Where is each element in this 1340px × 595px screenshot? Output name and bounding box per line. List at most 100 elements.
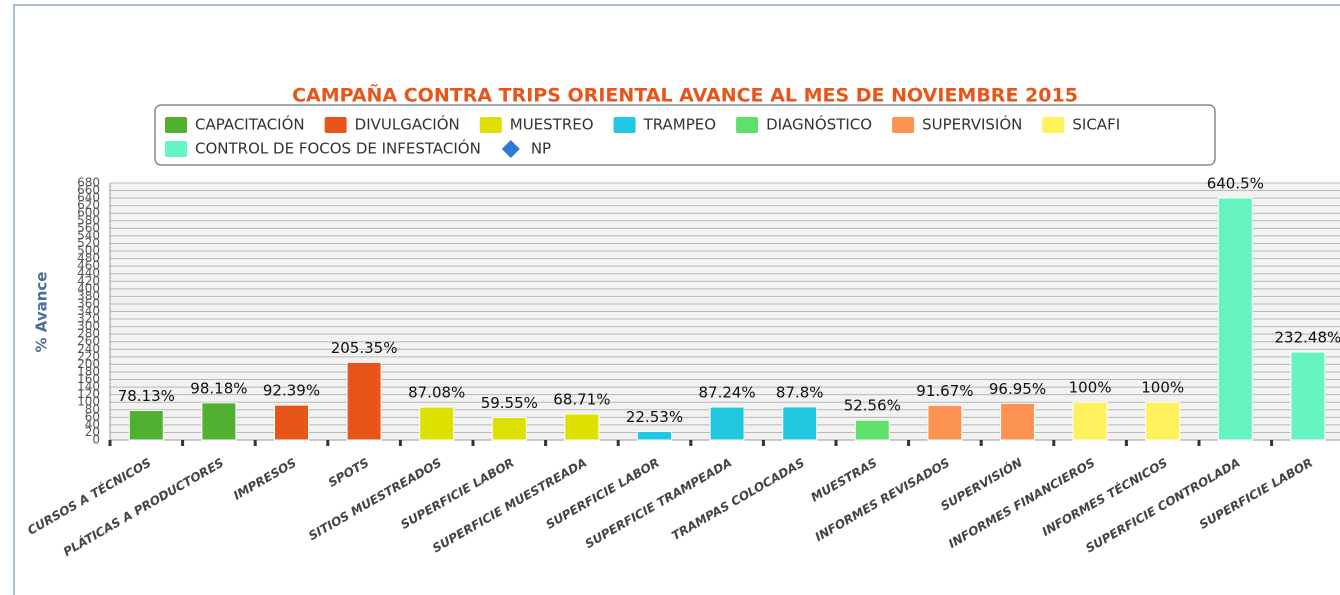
legend-label: TRAMPEO (643, 116, 717, 134)
legend-label: DIVULGACIÓN (355, 115, 460, 134)
bar (419, 406, 455, 441)
legend-label: MUESTREO (510, 116, 594, 134)
legend-swatch (479, 117, 502, 133)
value-label: 640.5% (1207, 174, 1264, 192)
y-tick-label: 160 (77, 372, 100, 386)
y-tick-label: 600 (77, 206, 100, 220)
y-tick-label: 660 (77, 183, 100, 197)
y-tick-label: 260 (77, 334, 100, 348)
y-tick-label: 560 (77, 221, 100, 235)
value-label: 96.95% (989, 380, 1046, 398)
y-tick-label: 240 (77, 342, 100, 356)
x-tick-label: CURSOS A TÉCNICOS (25, 455, 154, 538)
y-axis-title: % Avance (33, 272, 51, 353)
x-tick-label: SUPERFICIE TRAMPEADA (583, 456, 735, 552)
y-tick-label: 680 (77, 176, 100, 190)
value-label: 68.71% (553, 391, 610, 409)
y-tick-label: 140 (77, 380, 100, 394)
frame (13, 4, 1340, 595)
y-tick-label: 640 (77, 191, 100, 205)
value-label: 205.35% (331, 339, 398, 357)
legend-label: SICAFI (1072, 116, 1120, 134)
value-label: 52.56% (844, 397, 901, 415)
legend-swatch (892, 117, 915, 133)
bar (491, 416, 527, 441)
y-tick-label: 380 (77, 289, 100, 303)
y-tick-label: 0 (92, 433, 100, 447)
y-tick-label: 20 (85, 425, 100, 439)
value-label: 91.67% (916, 382, 973, 400)
y-tick-label: 540 (77, 228, 100, 242)
bar (709, 406, 745, 441)
legend-marker (501, 140, 520, 158)
legend-label: DIAGNÓSTICO (766, 115, 872, 134)
bar (1072, 401, 1108, 441)
legend-label: CONTROL DE FOCOS DE INFESTACIÓN (195, 139, 481, 158)
bar (128, 409, 164, 441)
y-tick-label: 120 (77, 387, 100, 401)
x-tick-label: INFORMES REVISADOS (813, 456, 953, 545)
value-label: 87.8% (776, 383, 824, 401)
bar (782, 406, 818, 441)
legend-label: NP (531, 140, 551, 158)
chart-title: CAMPAÑA CONTRA TRIPS ORIENTAL AVANCE AL … (292, 83, 1078, 107)
y-tick-label: 520 (77, 236, 100, 250)
y-tick-label: 80 (85, 402, 100, 416)
bar (1000, 402, 1035, 441)
bar (1145, 401, 1181, 441)
bar (346, 361, 382, 441)
y-tick-label: 100 (77, 395, 100, 409)
bar (637, 430, 672, 441)
bar (564, 413, 600, 441)
bar (274, 404, 309, 441)
bar (927, 404, 963, 441)
y-tick-label: 300 (77, 319, 100, 333)
value-label: 100% (1069, 379, 1112, 397)
value-label: 87.24% (698, 384, 755, 402)
y-tick-label: 280 (77, 327, 100, 341)
y-tick-label: 180 (77, 364, 100, 378)
y-tick-label: 620 (77, 198, 100, 212)
value-label: 22.53% (626, 408, 683, 426)
x-tick-label: TRAMPAS COLOCADAS (669, 456, 807, 544)
y-tick-label: 60 (85, 410, 100, 424)
y-tick-label: 400 (77, 281, 100, 295)
x-tick-label: IMPRESOS (231, 456, 299, 503)
legend-swatch (165, 141, 187, 157)
y-tick-label: 460 (77, 259, 100, 273)
x-tick-label: INFORMES TÉCNICOS (1039, 455, 1170, 539)
value-label: 78.13% (118, 387, 175, 405)
value-label: 100% (1141, 379, 1184, 397)
y-tick-label: 440 (77, 266, 100, 280)
y-tick-label: 220 (77, 349, 100, 363)
legend-box (154, 104, 1216, 166)
y-tick-label: 500 (77, 244, 100, 258)
y-tick-label: 360 (77, 296, 100, 310)
legend-swatch (324, 117, 347, 133)
bar (1217, 197, 1253, 441)
x-tick-label: INFORMES FINANCIEROS (946, 456, 1097, 551)
x-tick-label: SITIOS MUESTREADOS (306, 456, 444, 544)
value-label: 87.08% (408, 384, 465, 402)
legend-swatch (736, 117, 759, 133)
legend-swatch (613, 117, 636, 133)
x-tick-label: MUESTRAS (809, 456, 880, 505)
value-label: 92.39% (263, 382, 320, 400)
bar (201, 402, 237, 441)
y-tick-label: 580 (77, 213, 100, 227)
legend-label: SUPERVISIÓN (922, 115, 1022, 134)
y-tick-label: 320 (77, 312, 100, 326)
x-tick-label: SPOTS (326, 456, 372, 490)
y-tick-label: 480 (77, 251, 100, 265)
y-tick-label: 420 (77, 274, 100, 288)
legend-label: CAPACITACIÓN (195, 115, 305, 134)
value-label: 98.18% (190, 379, 247, 397)
legend-swatch (165, 117, 187, 133)
y-tick-label: 200 (77, 357, 100, 371)
bar (854, 419, 890, 441)
value-label: 232.48% (1275, 329, 1340, 347)
y-tick-label: 40 (85, 417, 100, 431)
value-label: 59.55% (481, 394, 538, 412)
bar (1290, 351, 1326, 441)
